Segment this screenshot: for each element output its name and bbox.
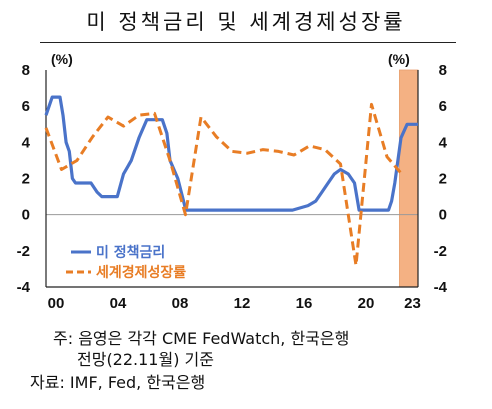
x-tick-label: 23 (404, 295, 421, 312)
x-tick-label: 20 (358, 295, 375, 312)
left-y-tick-label: 8 (22, 62, 30, 79)
right-y-tick-label: 6 (439, 98, 447, 115)
x-tick-label: 16 (296, 295, 313, 312)
right-y-tick-label: 4 (439, 134, 448, 151)
legend: 미 정책금리 세계경제성장률 (66, 244, 186, 281)
x-tick-label: 08 (172, 295, 189, 312)
left-axis-unit: (%) (51, 51, 73, 67)
legend-label-world-growth: 세계경제성장률 (96, 264, 186, 281)
title-underline (40, 42, 456, 43)
source-line: 자료: IMF, Fed, 한국은행 (30, 373, 206, 392)
x-tick-label: 04 (110, 295, 127, 312)
right-y-tick-label: 0 (439, 207, 447, 224)
series-policy-rate-line (44, 95, 418, 212)
right-axis-unit: (%) (388, 51, 410, 67)
left-y-tick-label: -4 (17, 279, 31, 296)
right-y-tick-label: 8 (439, 62, 447, 79)
legend-label-policy-rate: 미 정책금리 (96, 244, 165, 261)
source-note-line2: 전망(22.11월) 기준 (77, 350, 214, 369)
right-y-tick-label: 2 (439, 171, 447, 188)
left-y-tick-label: 4 (22, 134, 31, 151)
forecast-shading (398, 69, 419, 288)
right-y-tick-label: -4 (434, 279, 448, 296)
x-tick-label: 12 (234, 295, 251, 312)
chart-title: 미 정책금리 및 세계경제성장률 (86, 10, 406, 34)
left-y-axis: 8 6 4 2 0 -2 -4 (17, 62, 31, 296)
left-y-tick-label: 6 (22, 98, 30, 115)
source-note-line1: 주: 음영은 각각 CME FedWatch, 한국은행 (53, 329, 350, 348)
left-y-tick-label: 0 (22, 207, 30, 224)
right-y-axis: 8 6 4 2 0 -2 -4 (434, 62, 448, 296)
x-axis: 00 04 08 12 16 20 23 (48, 295, 421, 312)
left-y-tick-label: -2 (17, 243, 30, 260)
series-world-growth-line (44, 102, 404, 267)
right-y-tick-label: -2 (434, 243, 447, 260)
x-tick-label: 00 (48, 295, 65, 312)
left-y-tick-label: 2 (22, 171, 30, 188)
